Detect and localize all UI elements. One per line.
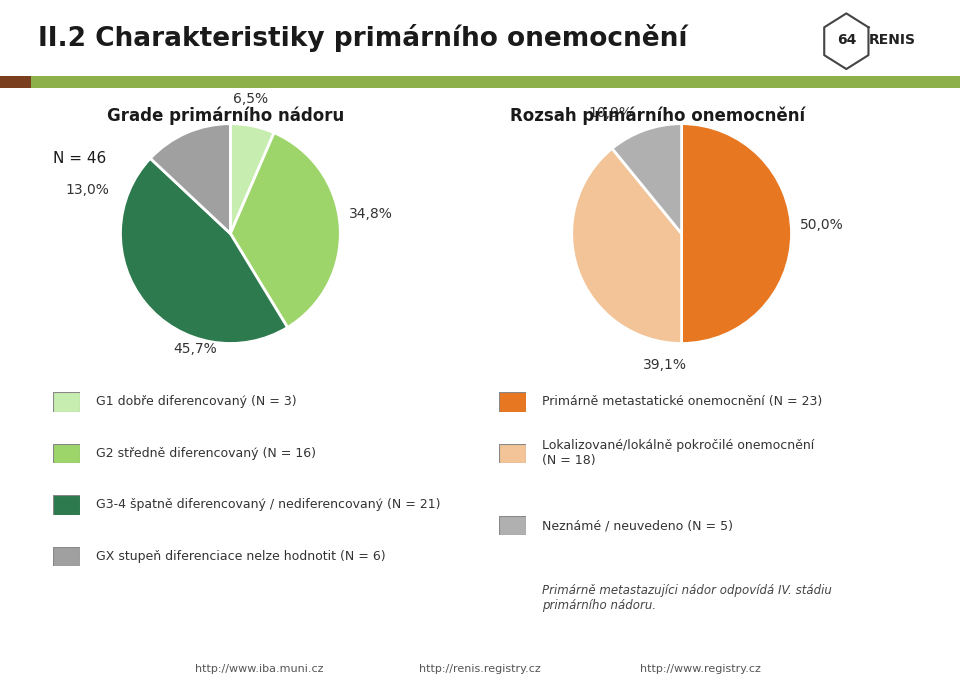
Text: 64: 64 <box>837 33 856 47</box>
Text: 13,0%: 13,0% <box>65 183 109 196</box>
Text: Rozsah primárního onemocnění: Rozsah primárního onemocnění <box>510 106 805 125</box>
Text: G1 dobře diferencovaný (N = 3): G1 dobře diferencovaný (N = 3) <box>96 396 297 408</box>
Text: Grade primárního nádoru: Grade primárního nádoru <box>107 106 345 125</box>
Text: http://renis.registry.cz: http://renis.registry.cz <box>420 664 540 674</box>
Text: 45,7%: 45,7% <box>174 342 217 356</box>
Text: 10,9%: 10,9% <box>588 106 632 120</box>
Wedge shape <box>682 124 792 344</box>
Text: 6,5%: 6,5% <box>232 93 268 106</box>
Text: II.2 Charakteristiky primárního onemocnění: II.2 Charakteristiky primárního onemocně… <box>38 24 688 52</box>
Wedge shape <box>572 148 682 344</box>
Bar <box>0 76 31 88</box>
Text: 50,0%: 50,0% <box>801 218 844 232</box>
Text: http://www.registry.cz: http://www.registry.cz <box>640 664 761 674</box>
Wedge shape <box>230 133 340 328</box>
Wedge shape <box>121 158 288 344</box>
Wedge shape <box>230 124 274 234</box>
Text: Primárně metastatické onemocnění (N = 23): Primárně metastatické onemocnění (N = 23… <box>542 396 823 408</box>
Text: 34,8%: 34,8% <box>349 207 393 221</box>
Text: Lokalizované/lokálně pokročilé onemocnění
(N = 18): Lokalizované/lokálně pokročilé onemocněn… <box>542 440 815 467</box>
Wedge shape <box>151 124 230 234</box>
Text: N = 46: N = 46 <box>53 150 106 166</box>
Text: G2 středně diferencovaný (N = 16): G2 středně diferencovaný (N = 16) <box>96 447 316 460</box>
Text: RENIS: RENIS <box>869 33 916 47</box>
Wedge shape <box>612 124 682 234</box>
Text: Primárně metastazujíci nádor odpovídá IV. stádiu
primárního nádoru.: Primárně metastazujíci nádor odpovídá IV… <box>542 584 832 612</box>
Text: 39,1%: 39,1% <box>643 359 687 372</box>
Text: G3-4 špatně diferencovaný / nediferencovaný (N = 21): G3-4 špatně diferencovaný / nediferencov… <box>96 499 441 511</box>
Text: http://www.iba.muni.cz: http://www.iba.muni.cz <box>195 664 324 674</box>
Text: Neznámé / neuvedeno (N = 5): Neznámé / neuvedeno (N = 5) <box>542 519 733 532</box>
Text: GX stupeň diferenciace nelze hodnotit (N = 6): GX stupeň diferenciace nelze hodnotit (N… <box>96 550 386 563</box>
